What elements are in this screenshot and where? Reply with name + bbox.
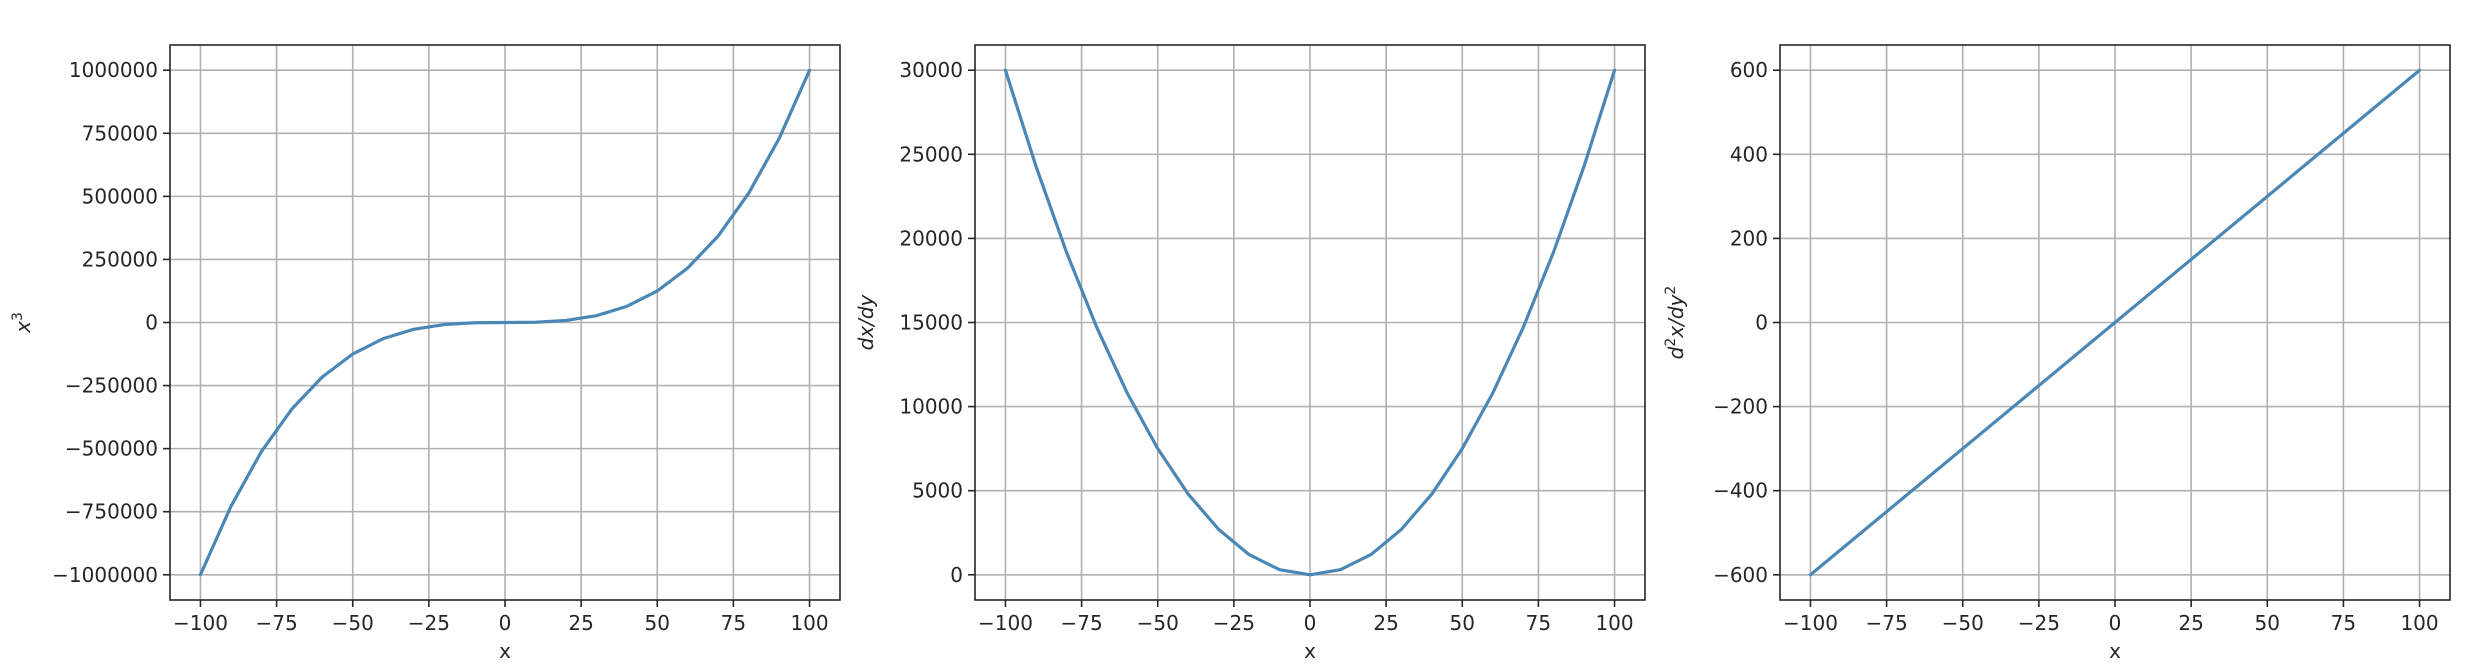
series-line bbox=[1003, 68, 1617, 577]
y-tick-label: 0 bbox=[1755, 311, 1768, 335]
x-tick-label: −75 bbox=[1865, 611, 1907, 635]
y-tick-label: −750000 bbox=[65, 500, 158, 524]
y-tick-label: 25000 bbox=[899, 142, 963, 166]
y-tick-label: 400 bbox=[1730, 142, 1768, 166]
y-axis-label: d2x/dy2 bbox=[1663, 286, 1688, 360]
y-axis-label-part: 3 bbox=[10, 312, 26, 321]
y-tick-label: 600 bbox=[1730, 58, 1768, 82]
y-axis-label-part: x/dy bbox=[1664, 293, 1688, 338]
y-axis-label-part: 2 bbox=[1663, 338, 1679, 347]
y-tick-label: 250000 bbox=[82, 247, 158, 271]
x-tick-label: −50 bbox=[1137, 611, 1179, 635]
x-tick-label: 0 bbox=[499, 611, 512, 635]
x-tick-label: 100 bbox=[790, 611, 828, 635]
y-tick-label: −400 bbox=[1713, 479, 1768, 503]
x-tick-label: 50 bbox=[645, 611, 670, 635]
plot-panel-first-derivative: −100 −75 −50 −25 0 25 50 75 100 0 5000 10000 15000 20… bbox=[854, 44, 1646, 663]
series-line bbox=[1808, 68, 2422, 577]
y-tick-label: 0 bbox=[950, 563, 963, 587]
x-tick-label: −75 bbox=[255, 611, 297, 635]
x-tick-label: −50 bbox=[332, 611, 374, 635]
x-tick-label: 50 bbox=[1450, 611, 1475, 635]
y-tick-label: 1000000 bbox=[69, 58, 158, 82]
y-tick-label: −1000000 bbox=[52, 563, 158, 587]
y-axis-label-part: d bbox=[1664, 346, 1688, 359]
y-tick-label: −250000 bbox=[65, 374, 158, 398]
y-tick-label: 20000 bbox=[899, 226, 963, 250]
x-axis-label: x bbox=[499, 639, 511, 663]
x-tick-label: −25 bbox=[408, 611, 450, 635]
x-tick-label: −100 bbox=[173, 611, 228, 635]
plot-frame bbox=[169, 44, 841, 601]
plot-frame bbox=[1779, 44, 2451, 601]
y-tick-label: 750000 bbox=[82, 121, 158, 145]
x-tick-label: −100 bbox=[978, 611, 1033, 635]
y-axis-label-part: 2 bbox=[1663, 286, 1679, 295]
plot-panel-cubic: −100 −75 −50 −25 0 25 50 75 100 −1000000 −750000 −5… bbox=[10, 44, 841, 663]
y-tick-label: −600 bbox=[1713, 563, 1768, 587]
plot-panel-second-derivative: −100 −75 −50 −25 0 25 50 75 100 −600 −400 −200 0 200 4… bbox=[1663, 44, 2451, 663]
x-tick-label: 25 bbox=[2178, 611, 2203, 635]
x-tick-label: 100 bbox=[2400, 611, 2438, 635]
x-tick-label: 100 bbox=[1595, 611, 1633, 635]
x-tick-label: 75 bbox=[2331, 611, 2356, 635]
plot-frame bbox=[974, 44, 1646, 601]
y-axis-label-part: x bbox=[11, 321, 35, 334]
y-tick-label: 10000 bbox=[899, 395, 963, 419]
y-tick-label: 0 bbox=[145, 311, 158, 335]
y-axis-label-part: dx/dy bbox=[854, 293, 878, 350]
x-tick-label: 75 bbox=[721, 611, 746, 635]
y-tick-label: 15000 bbox=[899, 311, 963, 335]
x-tick-label: 25 bbox=[568, 611, 593, 635]
y-tick-label: 5000 bbox=[912, 479, 963, 503]
x-tick-label: −50 bbox=[1942, 611, 1984, 635]
y-tick-label: 500000 bbox=[82, 184, 158, 208]
y-tick-label: 200 bbox=[1730, 226, 1768, 250]
y-axis-label: dx/dy bbox=[854, 293, 878, 350]
y-tick-label: 30000 bbox=[899, 58, 963, 82]
y-tick-label: −500000 bbox=[65, 437, 158, 461]
x-tick-label: 50 bbox=[2255, 611, 2280, 635]
series-line bbox=[198, 68, 812, 577]
x-tick-label: −25 bbox=[1213, 611, 1255, 635]
y-tick-label: −200 bbox=[1713, 395, 1768, 419]
x-axis-label: x bbox=[2109, 639, 2121, 663]
x-tick-label: 0 bbox=[2109, 611, 2122, 635]
x-tick-label: −75 bbox=[1060, 611, 1102, 635]
x-tick-label: 75 bbox=[1526, 611, 1551, 635]
x-tick-label: 25 bbox=[1373, 611, 1398, 635]
x-axis-label: x bbox=[1304, 639, 1316, 663]
x-tick-label: −100 bbox=[1783, 611, 1838, 635]
x-tick-label: −25 bbox=[2018, 611, 2060, 635]
x-tick-label: 0 bbox=[1304, 611, 1317, 635]
y-axis-label: x3 bbox=[10, 312, 35, 334]
